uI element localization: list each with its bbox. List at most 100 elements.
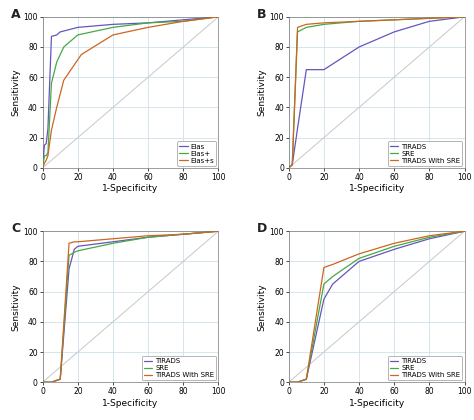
- Elas+: [42, 153, 47, 158]
- Line: TIRADS With SRE: TIRADS With SRE: [289, 17, 465, 168]
- Elas+s: [216, 14, 221, 19]
- TIRADS With SRE: [303, 22, 309, 27]
- Elas+s: [43, 158, 49, 163]
- Elas+s: [54, 105, 60, 110]
- TIRADS: [321, 297, 327, 302]
- TIRADS With SRE: [290, 380, 295, 385]
- TIRADS With SRE: [392, 17, 397, 22]
- TIRADS: [40, 380, 46, 385]
- TIRADS: [356, 45, 362, 50]
- TIRADS: [49, 380, 55, 385]
- SRE: [427, 235, 432, 240]
- TIRADS: [75, 244, 81, 249]
- SRE: [286, 380, 292, 385]
- SRE: [295, 380, 301, 385]
- Elas: [54, 32, 60, 37]
- SRE: [43, 380, 49, 385]
- Elas: [181, 17, 186, 22]
- Elas+s: [45, 153, 51, 158]
- TIRADS: [303, 67, 309, 72]
- Text: D: D: [257, 222, 267, 235]
- TIRADS With SRE: [321, 265, 327, 270]
- Text: A: A: [11, 8, 21, 21]
- Legend: TIRADS, SRE, TIRADS With SRE: TIRADS, SRE, TIRADS With SRE: [142, 356, 216, 380]
- SRE: [216, 228, 221, 234]
- TIRADS: [295, 126, 301, 131]
- Elas+s: [145, 25, 151, 30]
- Elas+: [216, 14, 221, 19]
- Legend: TIRADS, SRE, TIRADS With SRE: TIRADS, SRE, TIRADS With SRE: [388, 356, 463, 380]
- SRE: [286, 165, 292, 171]
- TIRADS With SRE: [40, 380, 46, 385]
- SRE: [181, 232, 186, 237]
- Legend: Elas, Elas+, Elas+s: Elas, Elas+, Elas+s: [177, 142, 216, 166]
- Elas: [40, 165, 46, 171]
- TIRADS With SRE: [286, 380, 292, 385]
- TIRADS: [321, 67, 327, 72]
- Legend: TIRADS, SRE, TIRADS With SRE: TIRADS, SRE, TIRADS With SRE: [388, 142, 463, 166]
- TIRADS With SRE: [286, 165, 292, 171]
- Elas+: [43, 153, 49, 158]
- Line: TIRADS: TIRADS: [289, 17, 465, 168]
- Elas: [216, 14, 221, 19]
- SRE: [321, 22, 327, 27]
- Y-axis label: Sensitivity: Sensitivity: [11, 68, 20, 116]
- TIRADS With SRE: [110, 236, 116, 241]
- TIRADS With SRE: [66, 241, 72, 246]
- Elas+: [49, 81, 55, 86]
- Elas+: [145, 20, 151, 25]
- TIRADS: [392, 29, 397, 34]
- SRE: [392, 244, 397, 249]
- SRE: [110, 241, 116, 246]
- TIRADS: [312, 67, 318, 72]
- SRE: [72, 250, 77, 255]
- SRE: [295, 29, 301, 34]
- X-axis label: 1-Specificity: 1-Specificity: [102, 184, 159, 194]
- Text: B: B: [257, 8, 266, 21]
- Line: TIRADS: TIRADS: [43, 231, 219, 382]
- TIRADS: [330, 281, 336, 286]
- Elas: [42, 143, 47, 148]
- TIRADS With SRE: [462, 228, 467, 234]
- TIRADS With SRE: [427, 16, 432, 21]
- TIRADS: [290, 162, 295, 167]
- Elas: [43, 141, 49, 146]
- Elas+s: [79, 52, 84, 57]
- TIRADS With SRE: [145, 233, 151, 238]
- TIRADS: [427, 236, 432, 241]
- TIRADS: [356, 259, 362, 264]
- TIRADS: [303, 377, 309, 382]
- TIRADS With SRE: [321, 20, 327, 25]
- TIRADS With SRE: [330, 262, 336, 267]
- TIRADS: [66, 266, 72, 271]
- TIRADS: [181, 232, 186, 237]
- TIRADS: [427, 19, 432, 24]
- Elas+: [61, 45, 66, 50]
- TIRADS: [72, 247, 77, 252]
- Elas+s: [42, 161, 47, 166]
- Line: Elas+: Elas+: [43, 17, 219, 168]
- TIRADS: [462, 14, 467, 19]
- Elas+s: [49, 128, 55, 133]
- Line: TIRADS With SRE: TIRADS With SRE: [43, 231, 219, 382]
- X-axis label: 1-Specificity: 1-Specificity: [102, 399, 159, 408]
- X-axis label: 1-Specificity: 1-Specificity: [348, 399, 405, 408]
- TIRADS With SRE: [75, 239, 81, 244]
- X-axis label: 1-Specificity: 1-Specificity: [348, 184, 405, 194]
- Elas: [75, 25, 81, 30]
- TIRADS: [295, 380, 301, 385]
- Line: TIRADS: TIRADS: [289, 231, 465, 382]
- SRE: [57, 377, 63, 382]
- Elas: [49, 34, 55, 39]
- Elas+: [54, 60, 60, 65]
- SRE: [49, 380, 55, 385]
- Elas+: [75, 32, 81, 37]
- SRE: [356, 256, 362, 261]
- SRE: [462, 228, 467, 234]
- Elas: [110, 22, 116, 27]
- SRE: [66, 253, 72, 258]
- Elas+: [40, 165, 46, 171]
- TIRADS With SRE: [290, 162, 295, 167]
- SRE: [330, 274, 336, 279]
- TIRADS: [392, 247, 397, 252]
